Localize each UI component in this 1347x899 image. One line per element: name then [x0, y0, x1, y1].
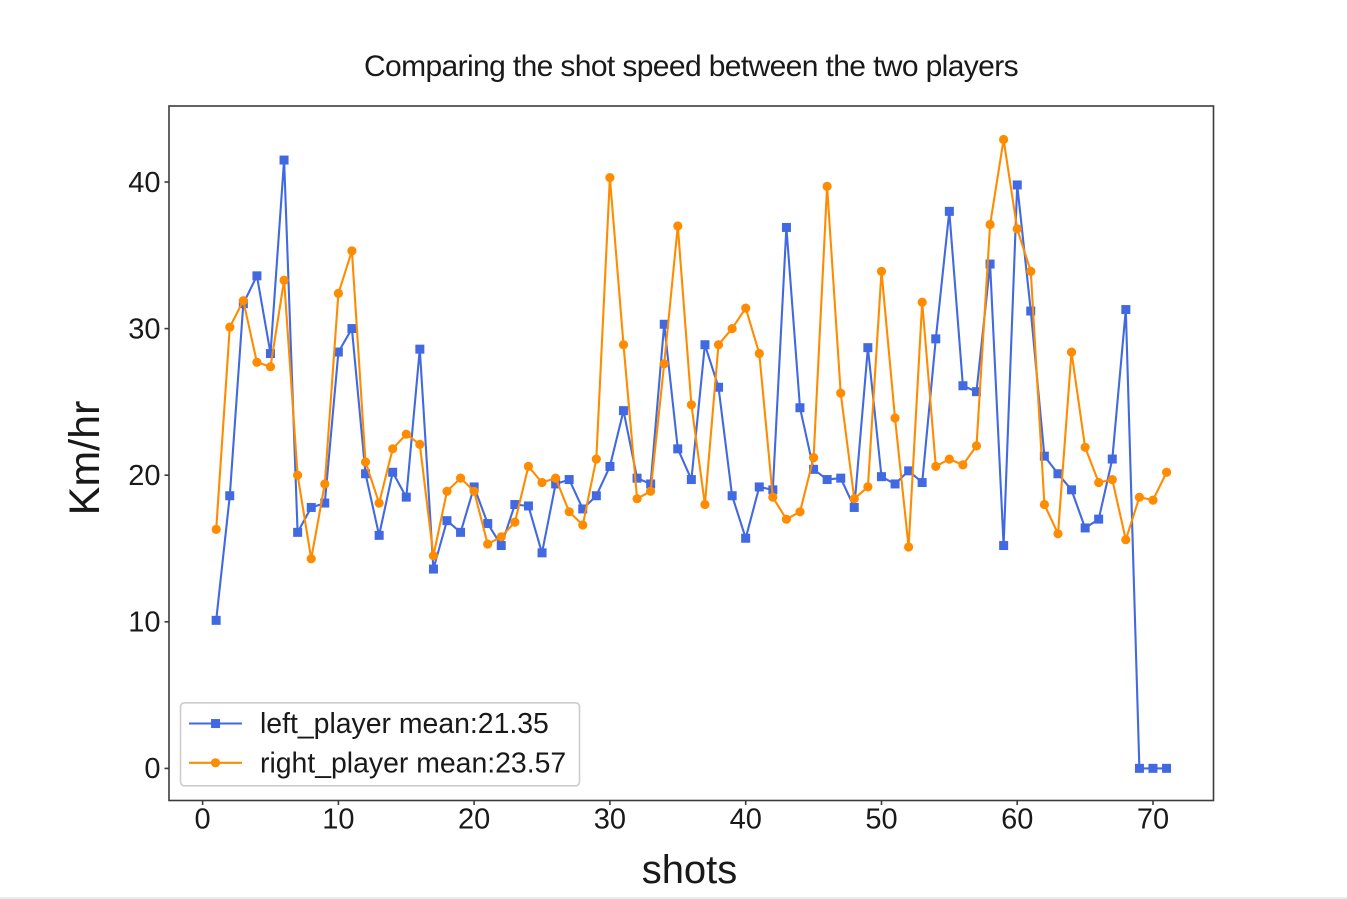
- svg-text:Km/hr: Km/hr: [61, 401, 109, 516]
- svg-text:40: 40: [730, 804, 762, 836]
- svg-text:0: 0: [144, 753, 160, 785]
- svg-text:left_player mean:21.35: left_player mean:21.35: [260, 708, 549, 740]
- svg-text:right_player mean:23.57: right_player mean:23.57: [260, 747, 566, 779]
- svg-text:0: 0: [195, 804, 211, 836]
- svg-text:20: 20: [458, 804, 490, 836]
- svg-text:10: 10: [322, 804, 354, 836]
- svg-text:10: 10: [128, 607, 160, 639]
- svg-text:20: 20: [128, 460, 160, 492]
- svg-text:60: 60: [1001, 804, 1033, 836]
- svg-text:Comparing the shot speed betwe: Comparing the shot speed between the two…: [364, 50, 1018, 83]
- svg-text:30: 30: [128, 313, 160, 345]
- svg-text:40: 40: [128, 167, 160, 199]
- svg-text:70: 70: [1137, 804, 1169, 836]
- svg-text:50: 50: [865, 804, 897, 836]
- svg-text:30: 30: [594, 804, 626, 836]
- svg-text:shots: shots: [642, 848, 738, 892]
